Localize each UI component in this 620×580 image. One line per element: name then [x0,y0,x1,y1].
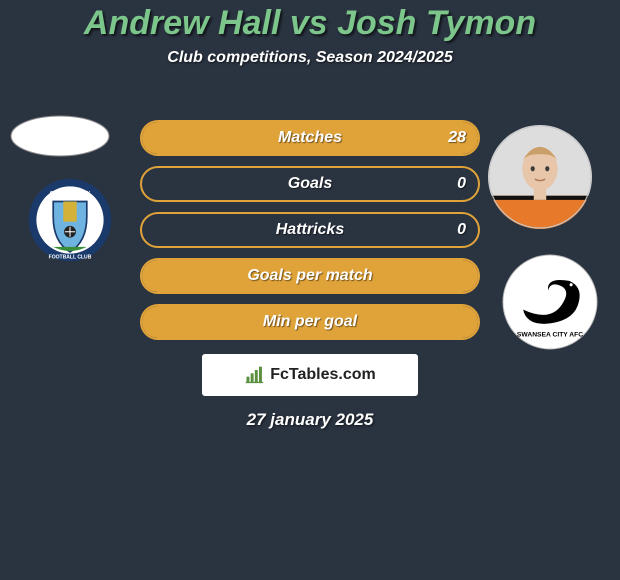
svg-text:COVENTRY CITY: COVENTRY CITY [50,191,91,197]
player2-club-badge: SWANSEA CITY AFC [502,254,598,350]
stat-value: 0 [457,212,466,248]
bar-chart-icon [244,365,264,385]
player1-club-badge: COVENTRY CITY FOOTBALL CLUB [28,178,112,262]
stat-label: Goals per match [140,258,480,294]
player2-portrait [488,125,592,229]
comparison-bars: Matches28Goals0Hattricks0Goals per match… [140,120,480,350]
stat-row: Hattricks0 [140,212,480,248]
stat-value: 28 [448,120,466,156]
player1-portrait [10,86,110,186]
subtitle: Club competitions, Season 2024/2025 [0,49,620,67]
stat-label: Min per goal [140,304,480,340]
logo-text: FcTables.com [270,366,376,384]
stat-row: Goals0 [140,166,480,202]
stat-row: Matches28 [140,120,480,156]
stat-row: Min per goal [140,304,480,340]
page-title: Andrew Hall vs Josh Tymon [0,0,620,43]
svg-text:SWANSEA CITY AFC: SWANSEA CITY AFC [517,332,583,339]
stat-row: Goals per match [140,258,480,294]
stat-label: Hattricks [140,212,480,248]
stat-label: Goals [140,166,480,202]
stat-value: 0 [457,166,466,202]
fctables-logo: FcTables.com [202,354,418,396]
snapshot-date: 27 january 2025 [0,410,620,430]
svg-text:FOOTBALL CLUB: FOOTBALL CLUB [49,255,92,261]
stat-label: Matches [140,120,480,156]
